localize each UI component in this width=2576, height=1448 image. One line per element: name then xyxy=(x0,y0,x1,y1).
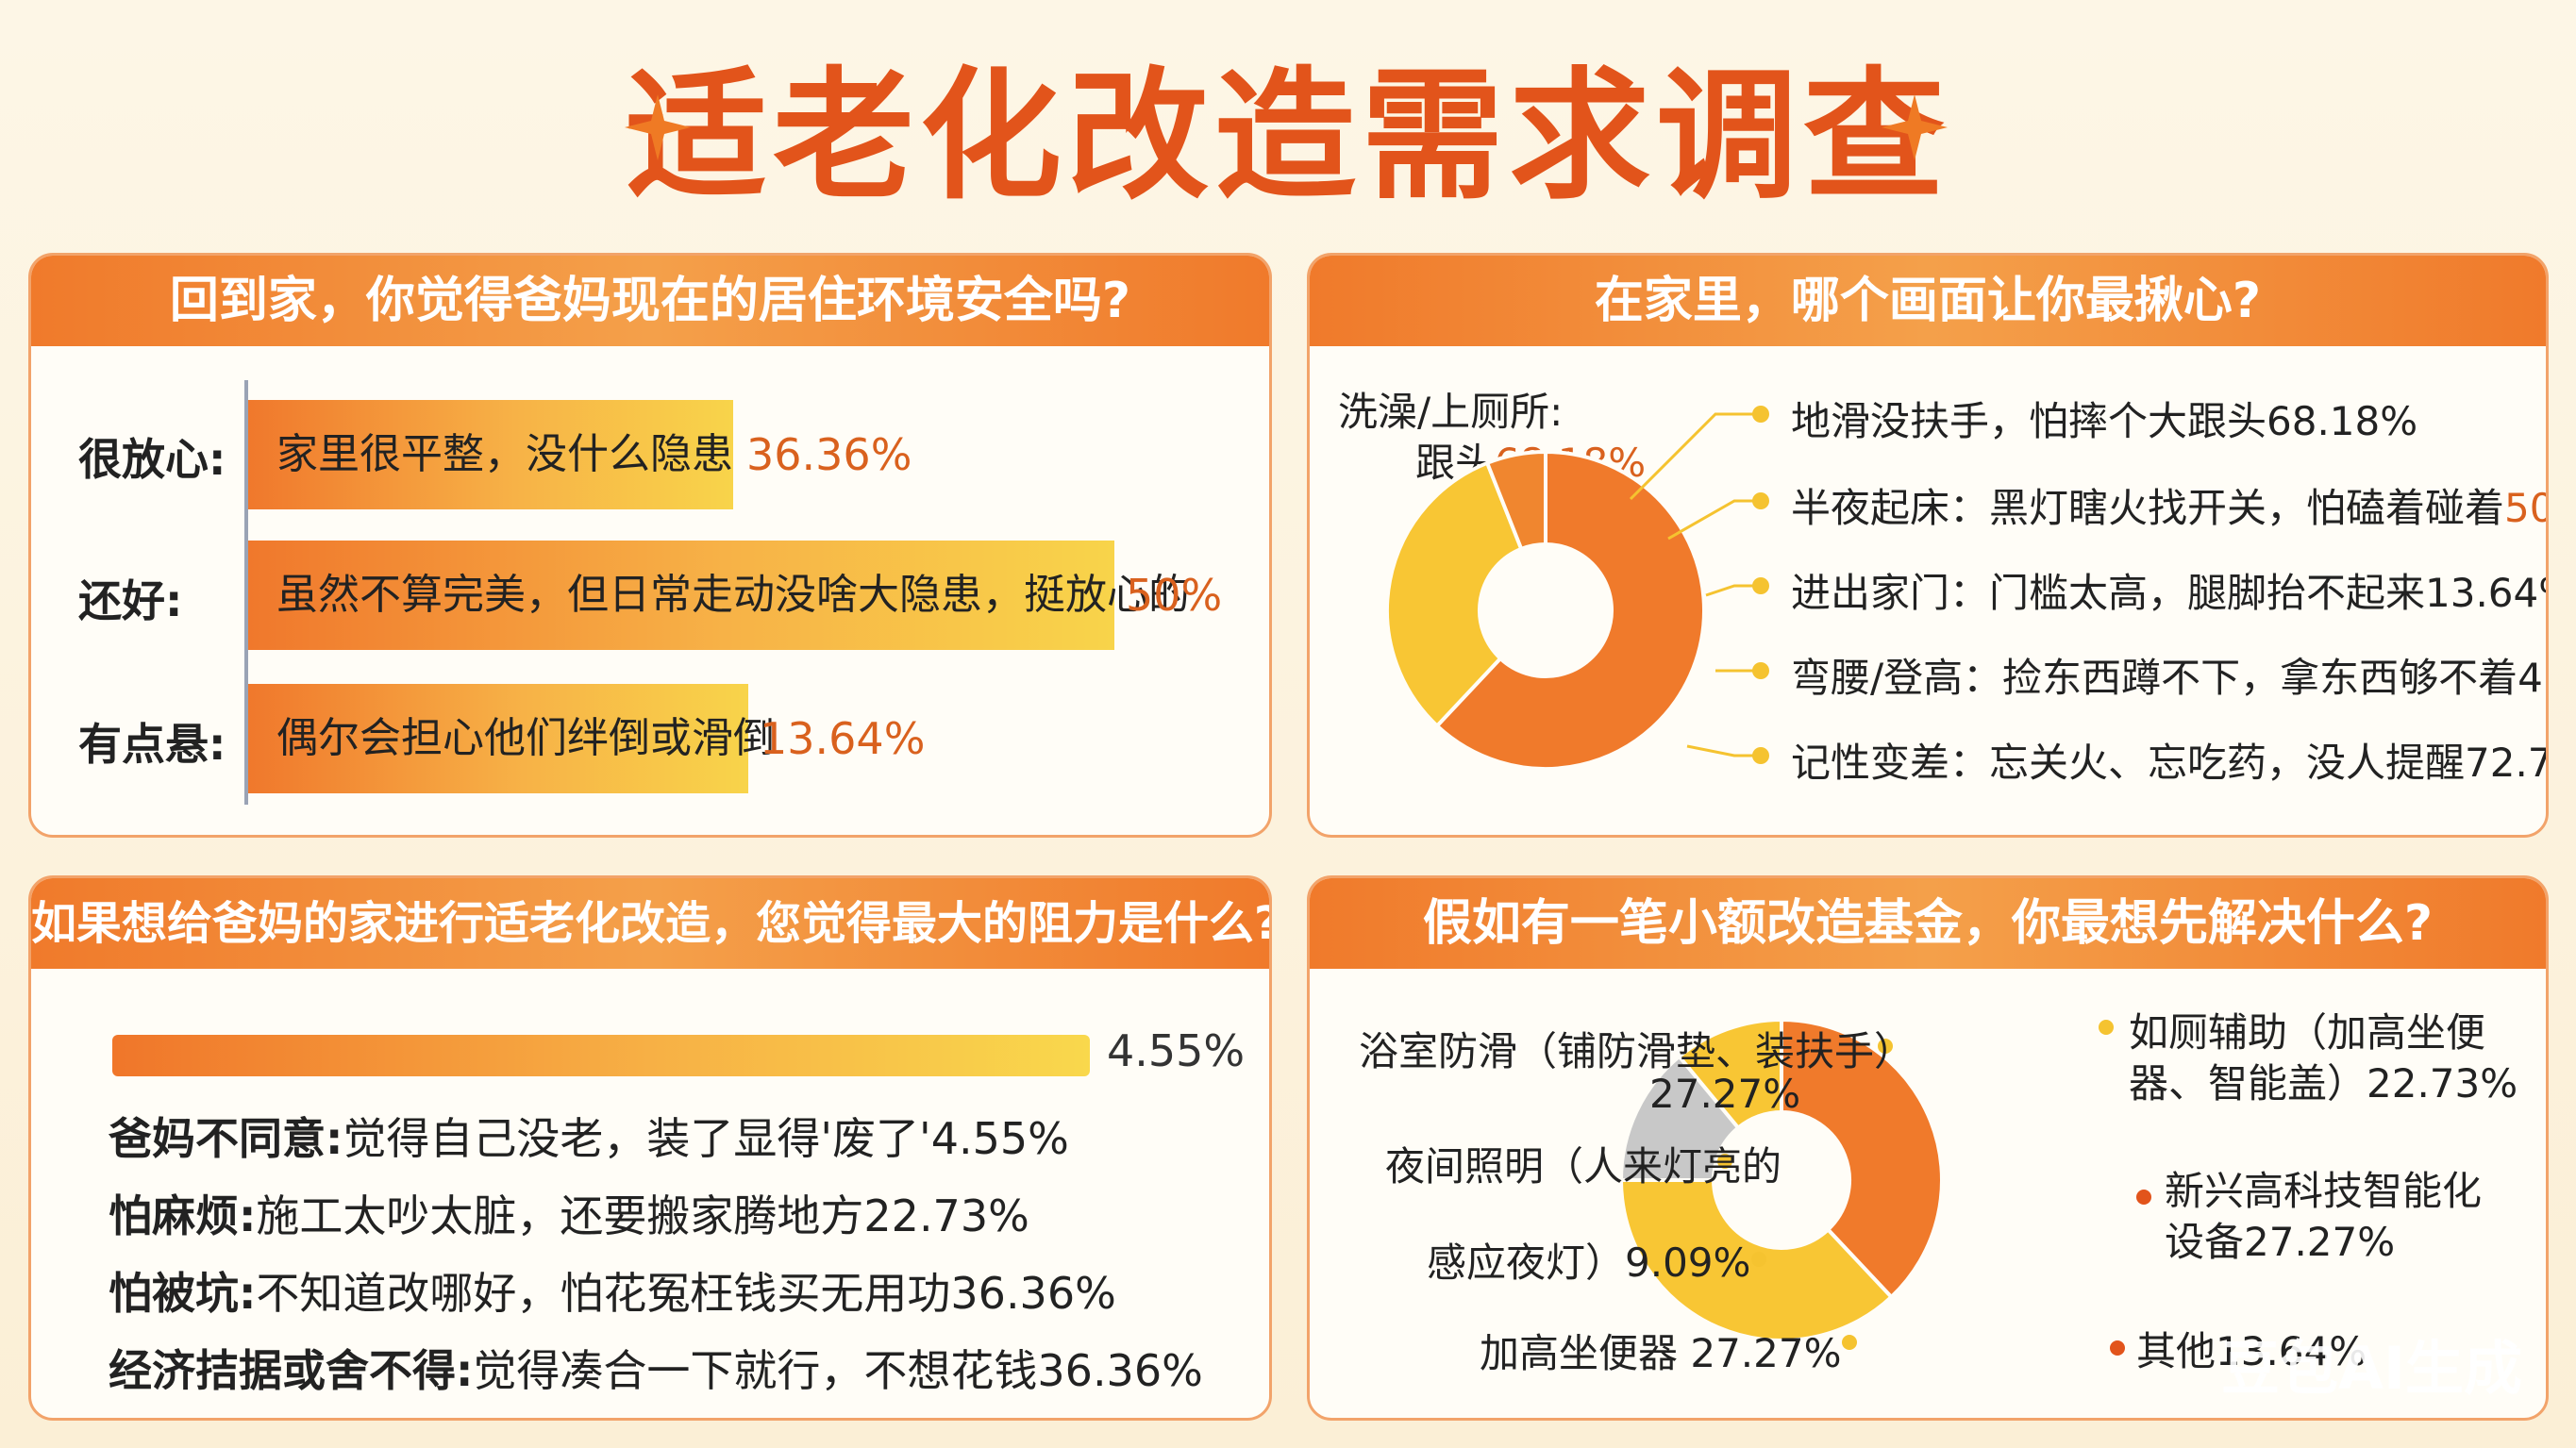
legend-dot xyxy=(1752,747,1769,764)
fund-label: 新兴高科技智能化 xyxy=(2165,1168,2483,1214)
bar-value: 4.55% xyxy=(1107,1025,1246,1076)
legend-dot xyxy=(1752,406,1769,423)
worry-item: 半夜起床：黑灯瞎火找开关，怕磕着碰着50% xyxy=(1791,476,2546,534)
worry-item: 进出家门：门槛太高，腿脚抬不起来13.64% xyxy=(1791,570,2549,616)
fund-label: 加高坐便器 27.27% xyxy=(1480,1330,1842,1376)
legend-dot xyxy=(2099,1020,2114,1035)
legend-dot xyxy=(1717,1154,1732,1169)
obstacle-row: 爸妈不同意:觉得自己没老，装了显得'废了'4.55% xyxy=(109,1105,1069,1167)
leader-line xyxy=(1686,744,1753,757)
sparkle-icon xyxy=(625,94,691,160)
leader-line xyxy=(1705,584,1753,597)
obstacle-text: 觉得凑合一下就行，不想花钱36.36% xyxy=(473,1345,1203,1396)
row-label: 还好: xyxy=(78,575,183,626)
leader-line xyxy=(1667,499,1753,541)
donut-segment-2 xyxy=(1484,449,1547,552)
donut-segment-0 xyxy=(1780,1017,1944,1300)
fund-label: 器、智能盖）22.73% xyxy=(2129,1060,2518,1107)
donut-segment-3 xyxy=(1676,1017,1783,1131)
fund-label: 浴室防滑（铺防滑垫、装扶手） xyxy=(1359,1028,1915,1074)
donut-chart xyxy=(1618,1017,2151,1356)
worry-item-value: 50% xyxy=(2504,485,2546,531)
obstacle-text: 不知道改哪好，怕花冤枉钱买无用功36.36% xyxy=(256,1268,1116,1319)
fund-label: 如厕辅助（加高坐便 xyxy=(2129,1009,2486,1056)
worry-panel: 在家里，哪个画面让你最揪心? 洗澡/上厕所: 跟头68.18% 地滑没扶手，怕摔… xyxy=(1307,253,2549,838)
panel-header: 回到家，你觉得爸妈现在的居住环境安全吗? xyxy=(31,256,1269,346)
row-label: 很放心: xyxy=(78,434,226,485)
legend-dot xyxy=(1842,1335,1857,1350)
worry-item: 记性变差：忘关火、忘吃药，没人提醒72.73% xyxy=(1791,740,2549,786)
bar-text: 家里很平整，没什么隐患 xyxy=(276,430,733,478)
donut-segment-0 xyxy=(1434,449,1706,771)
worry-item: 弯腰/登高：捡东西蹲不下，拿东西够不着45.45% xyxy=(1791,655,2546,701)
donut-segment-1 xyxy=(1385,460,1524,729)
fund-label: 设备27.27% xyxy=(2165,1219,2396,1265)
panel-header: 在家里，哪个画面让你最揪心? xyxy=(1310,256,2546,346)
bar-value: 13.64% xyxy=(760,713,926,764)
obstacle-row: 经济拮据或舍不得:觉得凑合一下就行，不想花钱36.36% xyxy=(109,1337,1203,1399)
callout-label: 洗澡/上厕所: xyxy=(1338,389,1564,435)
fund-panel: 假如有一笔小额改造基金，你最想先解决什么? 浴室防滑（铺防滑垫、装扶手） 27.… xyxy=(1307,875,2549,1421)
obstacle-label: 怕麻烦: xyxy=(109,1190,257,1241)
legend-dot xyxy=(2136,1190,2151,1205)
legend-dot xyxy=(1752,662,1769,679)
safety-panel: 回到家，你觉得爸妈现在的居住环境安全吗? 很放心: 家里很平整，没什么隐患 36… xyxy=(28,253,1272,838)
sparkle-icon xyxy=(1882,94,1948,160)
legend-dot xyxy=(1752,492,1769,509)
row-label: 有点悬: xyxy=(78,719,226,770)
obstacle-label: 爸妈不同意: xyxy=(109,1113,343,1164)
bar-axis xyxy=(244,380,248,805)
bar-text: 偶尔会担心他们绊倒或滑倒 xyxy=(276,714,775,762)
worry-item-text: 半夜起床：黑灯瞎火找开关，怕磕着碰着 xyxy=(1791,485,2505,531)
legend-dot xyxy=(1751,1252,1766,1267)
donut-chart xyxy=(1385,406,1769,771)
watermark: 豆包AI生成 xyxy=(2221,1334,2523,1403)
panel-header: 假如有一笔小额改造基金，你最想先解决什么? xyxy=(1310,878,2546,969)
bar-value: 36.36% xyxy=(746,429,912,480)
fund-label: 夜间照明（人来灯亮的 xyxy=(1385,1143,1782,1190)
legend-dot xyxy=(1878,1039,1893,1054)
obstacle-text: 觉得自己没老，装了显得'废了'4.55% xyxy=(343,1113,1069,1164)
legend-dot xyxy=(1752,577,1769,594)
page-title: 适老化改造需求调查 xyxy=(625,55,1950,219)
worry-item: 地滑没扶手，怕摔个大跟头68.18% xyxy=(1791,398,2418,444)
fund-label: 其他13.64% xyxy=(2136,1328,2367,1374)
obstacle-panel: 如果想给爸妈的家进行适老化改造，您觉得最大的阻力是什么? 4.55% 爸妈不同意… xyxy=(28,875,1272,1421)
bar-obstacle xyxy=(112,1035,1090,1076)
bar-value: 50% xyxy=(1126,570,1223,621)
donut-segment-2 xyxy=(1618,1054,1741,1182)
bar-okay: 虽然不算完美，但日常走动没啥大隐患，挺放心的 xyxy=(248,541,1190,650)
bar-very-safe: 家里很平整，没什么隐患 xyxy=(248,400,733,509)
obstacle-text: 施工太吵太脏，还要搬家腾地方22.73% xyxy=(256,1190,1029,1241)
fund-label: 感应夜灯）9.09% xyxy=(1427,1240,1751,1286)
legend-dot xyxy=(2110,1340,2125,1356)
obstacle-label: 经济拮据或舍不得: xyxy=(109,1345,474,1396)
obstacle-row: 怕被坑:不知道改哪好，怕花冤枉钱买无用功36.36% xyxy=(109,1259,1116,1322)
obstacle-row: 怕麻烦:施工太吵太脏，还要搬家腾地方22.73% xyxy=(109,1182,1029,1244)
fund-label: 27.27% xyxy=(1649,1071,1801,1117)
bar-worried: 偶尔会担心他们绊倒或滑倒 xyxy=(248,684,775,793)
obstacle-label: 怕被坑: xyxy=(109,1268,257,1319)
panel-header: 如果想给爸妈的家进行适老化改造，您觉得最大的阻力是什么? xyxy=(31,878,1269,969)
leader-line xyxy=(1629,412,1753,501)
bar-text: 虽然不算完美，但日常走动没啥大隐患，挺放心的 xyxy=(276,571,1190,619)
